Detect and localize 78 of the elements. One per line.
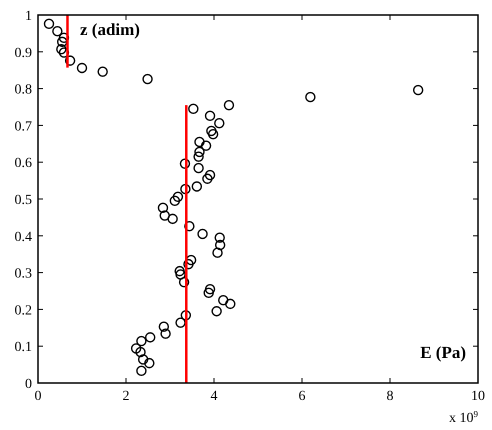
point bbox=[136, 336, 147, 346]
point bbox=[158, 321, 170, 332]
point bbox=[212, 248, 223, 258]
point bbox=[225, 298, 236, 310]
point bbox=[135, 346, 146, 358]
point bbox=[136, 366, 147, 376]
point bbox=[214, 240, 226, 250]
point bbox=[76, 62, 88, 74]
point bbox=[172, 192, 184, 202]
point bbox=[183, 258, 194, 270]
point bbox=[158, 202, 168, 214]
point bbox=[44, 18, 54, 30]
x-tick-label: 6 bbox=[298, 389, 306, 404]
x-tick-label: 2 bbox=[122, 389, 130, 404]
point bbox=[174, 266, 185, 276]
point bbox=[180, 184, 191, 194]
point bbox=[218, 295, 228, 306]
point bbox=[206, 126, 217, 136]
point bbox=[160, 210, 170, 221]
point bbox=[58, 32, 70, 44]
point bbox=[144, 358, 155, 368]
y-tick-label: 0.8 bbox=[14, 82, 32, 98]
point bbox=[204, 170, 216, 180]
y-tick-label: 0.3 bbox=[14, 266, 32, 282]
point bbox=[204, 110, 216, 122]
point bbox=[194, 136, 205, 148]
x-tick-label: 0 bbox=[34, 389, 42, 404]
y-tick-label: 0.7 bbox=[14, 119, 32, 134]
point bbox=[145, 332, 156, 343]
point bbox=[202, 174, 213, 184]
point bbox=[160, 328, 171, 339]
point bbox=[52, 26, 63, 36]
x-axis-title: E (Pa) bbox=[420, 343, 466, 362]
point bbox=[193, 162, 204, 174]
point bbox=[214, 118, 224, 128]
point bbox=[204, 284, 216, 294]
point bbox=[200, 140, 212, 151]
x-tick-label: 10 bbox=[471, 389, 485, 404]
point bbox=[192, 181, 202, 192]
point bbox=[57, 36, 68, 48]
y-tick-label: 0.5 bbox=[14, 193, 32, 208]
point bbox=[197, 228, 208, 240]
point bbox=[305, 92, 316, 102]
x-tick-label: 8 bbox=[386, 389, 394, 404]
point bbox=[214, 232, 225, 243]
y-tick-label: 0.4 bbox=[14, 230, 32, 245]
point bbox=[193, 151, 204, 162]
y-tick-label: 0.9 bbox=[14, 46, 32, 61]
point bbox=[412, 84, 424, 96]
x-tick-label: 4 bbox=[210, 389, 218, 404]
point bbox=[175, 269, 186, 280]
point bbox=[170, 196, 180, 206]
y-tick-label: 0.2 bbox=[14, 303, 32, 318]
y-tick-label: 0.1 bbox=[14, 340, 32, 356]
point bbox=[58, 47, 70, 58]
point bbox=[211, 306, 222, 316]
y-tick-label: 1 bbox=[25, 9, 32, 24]
point bbox=[208, 129, 218, 140]
point bbox=[142, 74, 153, 84]
point bbox=[204, 288, 214, 298]
point bbox=[188, 104, 199, 114]
point bbox=[178, 276, 190, 288]
point bbox=[167, 214, 178, 224]
point bbox=[64, 55, 76, 66]
y-tick-label: 0.6 bbox=[14, 156, 32, 172]
point bbox=[224, 100, 234, 110]
y-axis-title: z (adim) bbox=[80, 20, 140, 39]
point bbox=[180, 310, 192, 320]
point bbox=[194, 146, 205, 158]
point bbox=[138, 354, 148, 365]
point bbox=[180, 158, 190, 169]
point bbox=[56, 44, 67, 54]
y-tick-label: 0 bbox=[25, 377, 32, 392]
point bbox=[175, 317, 186, 328]
point bbox=[130, 343, 142, 354]
point bbox=[184, 221, 195, 232]
point bbox=[97, 66, 108, 77]
text: x 10$^{9}$ bbox=[449, 409, 478, 426]
